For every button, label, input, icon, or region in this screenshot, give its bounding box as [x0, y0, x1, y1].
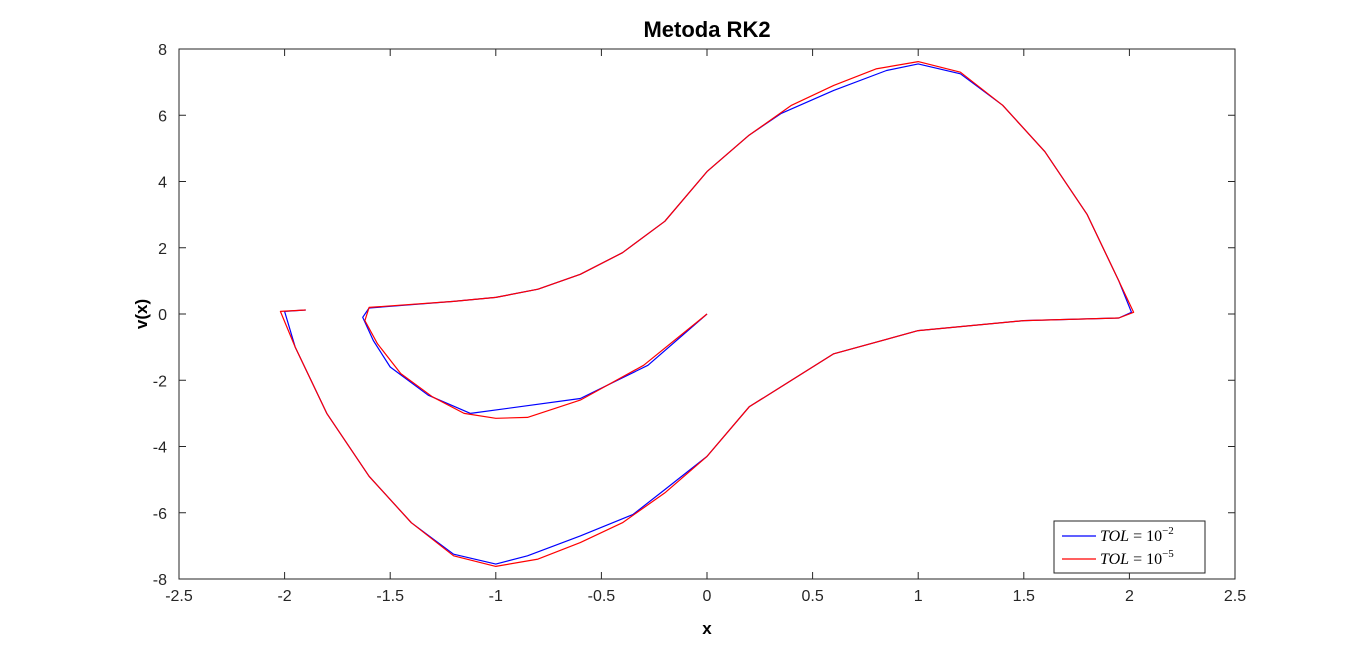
legend-box: [1053, 520, 1206, 574]
y-axis-label: v(x): [132, 299, 151, 329]
x-axis-label: x: [702, 619, 712, 638]
y-tick-label: 2: [158, 241, 167, 258]
legend-entry-base: 10: [1146, 528, 1162, 545]
y-tick-label: -8: [153, 572, 167, 589]
x-tick-label: 0: [703, 588, 712, 605]
legend-entry-lhs: TOL: [1100, 551, 1129, 568]
legend-entry-eq: =: [1133, 528, 1142, 545]
chart-title: Metoda RK2: [643, 17, 770, 42]
x-tick-label: -2: [277, 588, 291, 605]
x-ticks: -2.5 -2 -1.5 -1 -0.5 0 0.5 1 1.5 2 2.5: [165, 49, 1246, 605]
x-tick-label: -1.5: [376, 588, 404, 605]
y-tick-label: 6: [158, 108, 167, 125]
x-tick-label: -0.5: [588, 588, 616, 605]
x-tick-label: -1: [489, 588, 503, 605]
y-tick-label: 4: [158, 175, 167, 192]
plot-border: [178, 48, 1236, 580]
legend-entry-eq: =: [1133, 551, 1142, 568]
x-tick-label: 0.5: [801, 588, 823, 605]
x-tick-label: 2.5: [1224, 588, 1246, 605]
y-tick-label: -2: [153, 373, 167, 390]
x-tick-label: 1: [914, 588, 923, 605]
series-group: [279, 60, 1135, 568]
y-ticks: -8 -6 -4 -2 0 2 4 6 8: [153, 42, 1235, 589]
y-tick-label: -4: [153, 440, 167, 457]
y-tick-label: -6: [153, 506, 167, 523]
series-line-2: [279, 60, 1135, 568]
legend-entry: TOL = 10−5: [1100, 548, 1174, 568]
x-tick-label: 2: [1125, 588, 1134, 605]
x-tick-label: -2.5: [165, 588, 193, 605]
legend-entry-exp: −2: [1162, 525, 1174, 537]
legend-entry: TOL = 10−2: [1100, 525, 1174, 545]
y-tick-label: 8: [158, 42, 167, 59]
legend-entry-lhs: TOL: [1100, 528, 1129, 545]
y-tick-label: 0: [158, 307, 167, 324]
x-tick-label: 1.5: [1013, 588, 1035, 605]
legend-entry-exp: −5: [1162, 548, 1174, 560]
legend-entry-base: 10: [1146, 551, 1162, 568]
